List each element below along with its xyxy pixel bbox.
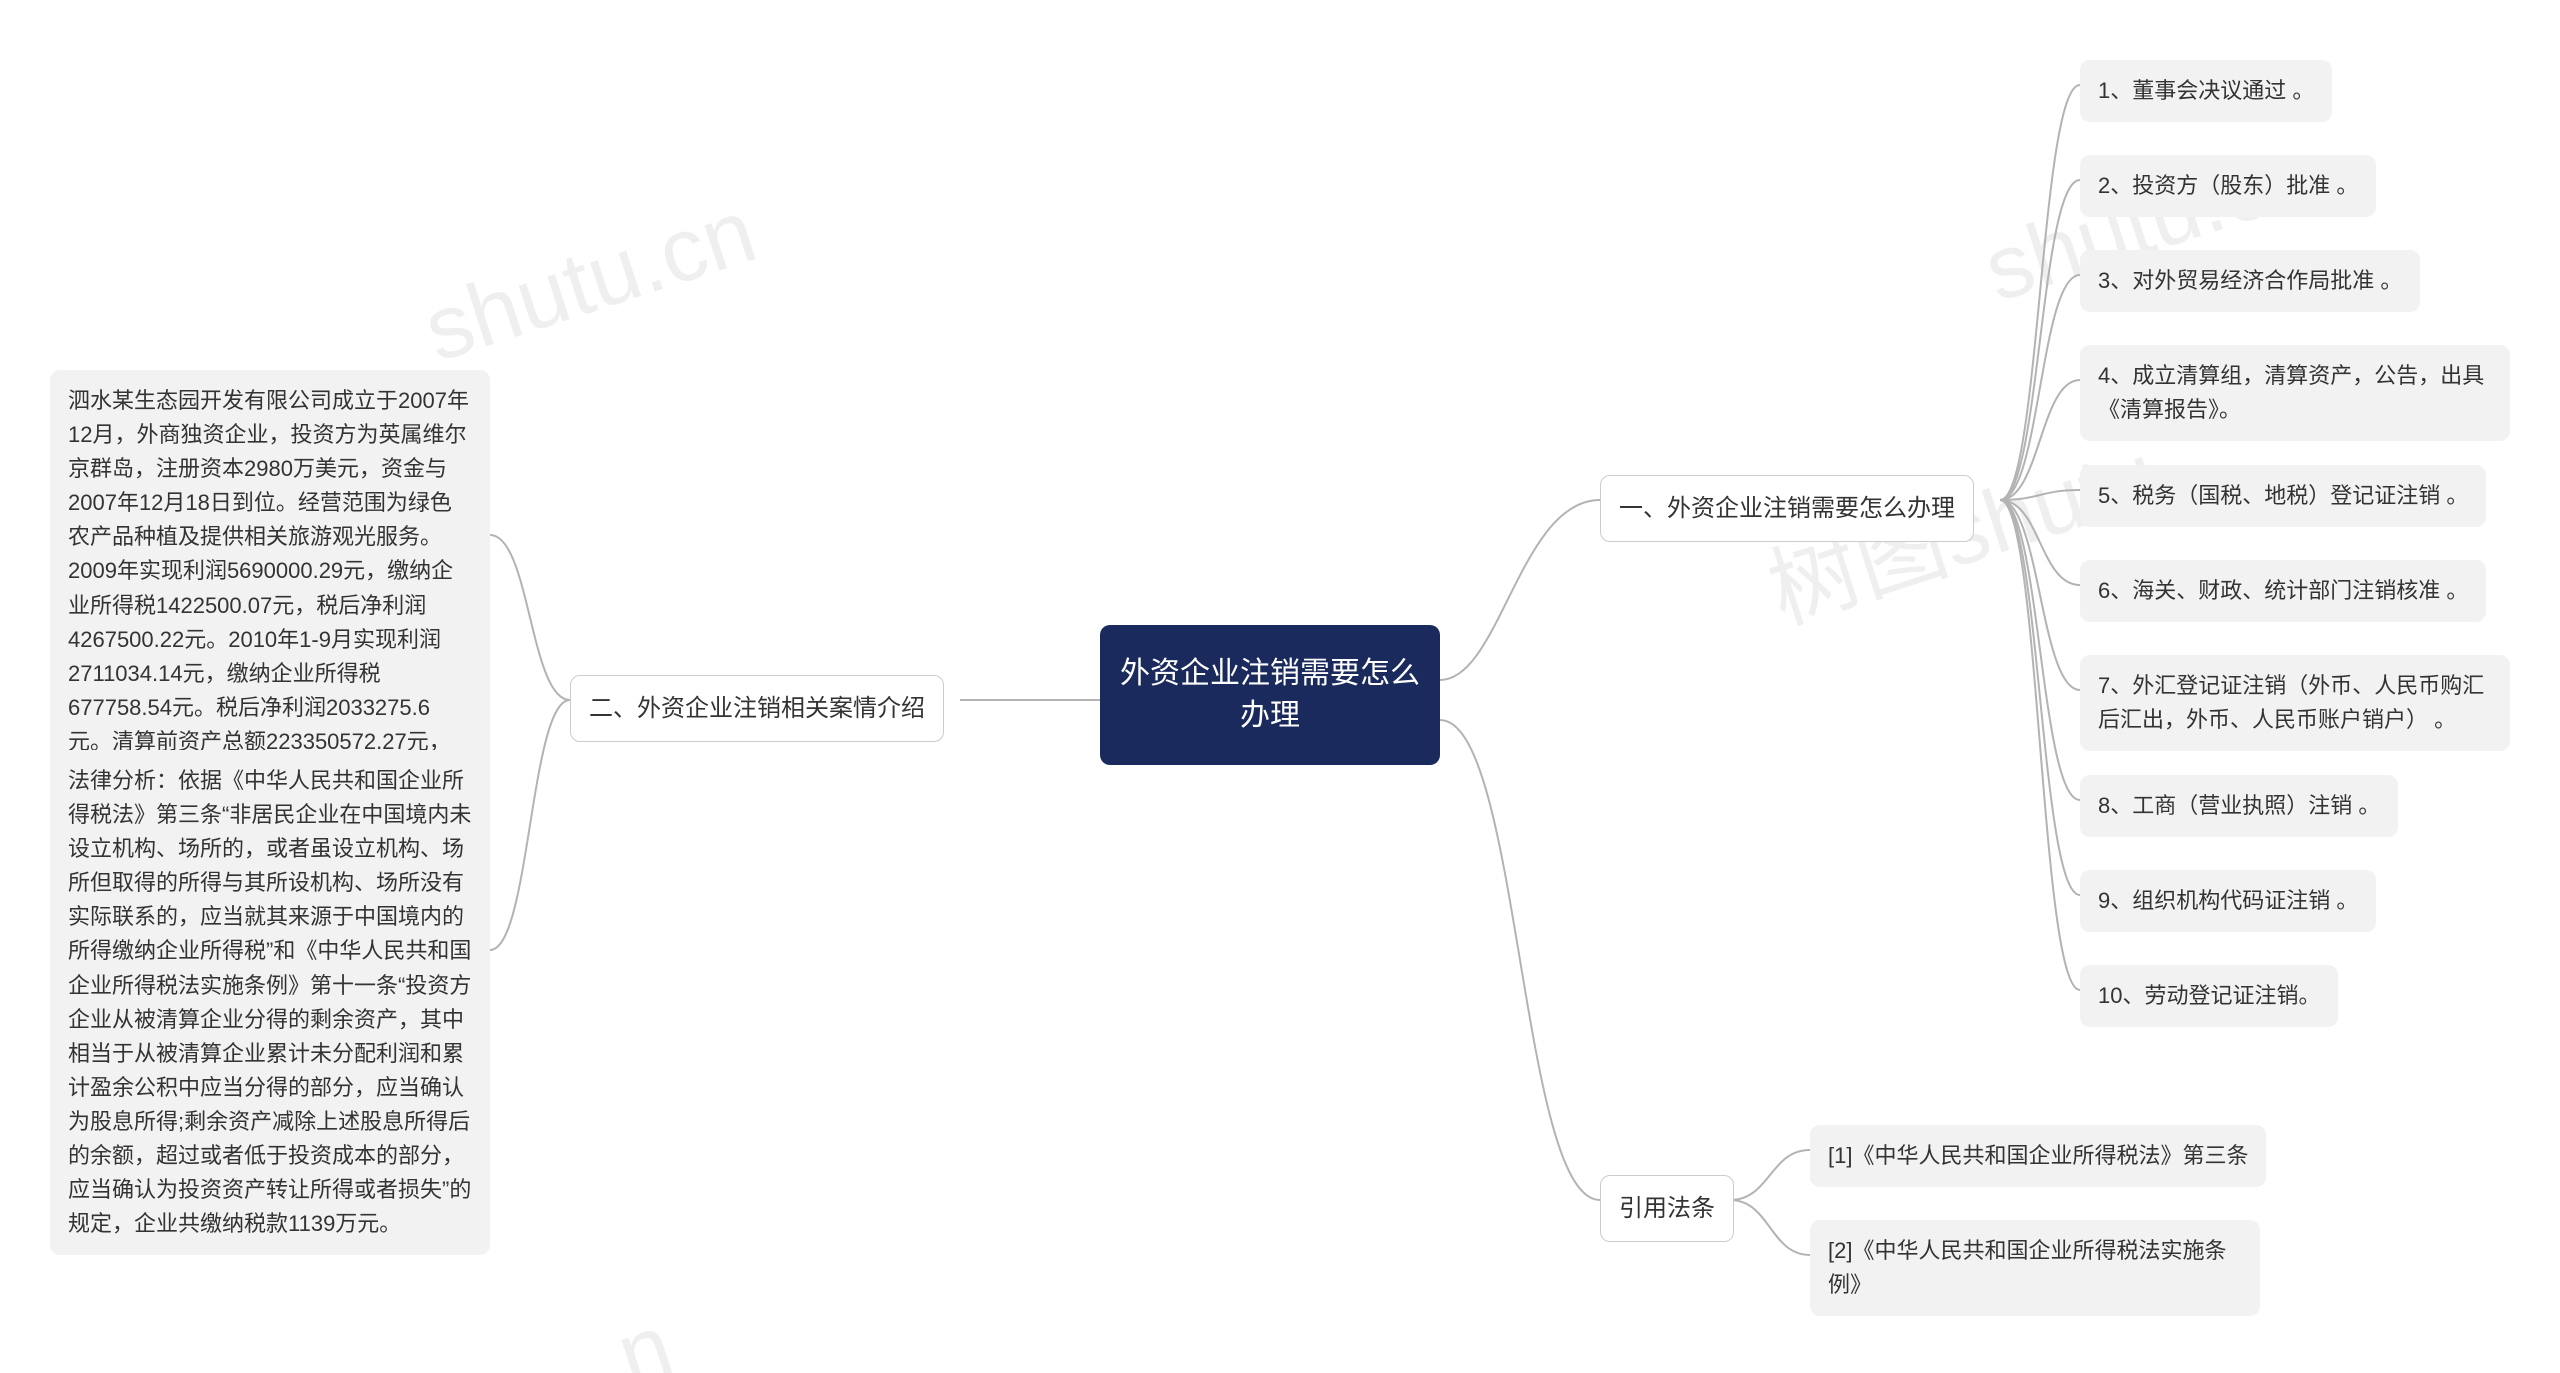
- leaf-text: 法律分析：依据《中华人民共和国企业所得税法》第三条“非居民企业在中国境内未设立机…: [68, 768, 471, 1236]
- leaf-text: 8、工商（营业执照）注销 。: [2098, 793, 2380, 818]
- leaf-step-5: 5、税务（国税、地税）登记证注销 。: [2080, 465, 2486, 527]
- leaf-step-3: 3、对外贸易经济合作局批准 。: [2080, 250, 2420, 312]
- leaf-step-9: 9、组织机构代码证注销 。: [2080, 870, 2376, 932]
- branch-section-1: 一、外资企业注销需要怎么办理: [1600, 475, 1974, 542]
- leaf-text: 3、对外贸易经济合作局批准 。: [2098, 268, 2402, 293]
- branch-label: 一、外资企业注销需要怎么办理: [1619, 495, 1955, 522]
- leaf-text: 4、成立清算组，清算资产，公告，出具《清算报告》。: [2098, 363, 2484, 422]
- root-text: 外资企业注销需要怎么办理: [1120, 657, 1420, 732]
- leaf-step-6: 6、海关、财政、统计部门注销核准 。: [2080, 560, 2486, 622]
- branch-section-2: 二、外资企业注销相关案情介绍: [570, 675, 944, 742]
- watermark: shutu.cn: [412, 180, 767, 383]
- leaf-text: 1、董事会决议通过 。: [2098, 78, 2314, 103]
- leaf-text: 2、投资方（股东）批准 。: [2098, 173, 2358, 198]
- leaf-step-1: 1、董事会决议通过 。: [2080, 60, 2332, 122]
- leaf-text: 10、劳动登记证注销。: [2098, 983, 2320, 1008]
- branch-citations: 引用法条: [1600, 1175, 1734, 1242]
- leaf-legal-analysis: 法律分析：依据《中华人民共和国企业所得税法》第三条“非居民企业在中国境内未设立机…: [50, 750, 490, 1255]
- leaf-case-background: 泗水某生态园开发有限公司成立于2007年12月，外商独资企业，投资方为英属维尔京…: [50, 370, 490, 807]
- leaf-text: 6、海关、财政、统计部门注销核准 。: [2098, 578, 2468, 603]
- leaf-text: 泗水某生态园开发有限公司成立于2007年12月，外商独资企业，投资方为英属维尔京…: [68, 388, 469, 788]
- leaf-step-10: 10、劳动登记证注销。: [2080, 965, 2338, 1027]
- leaf-step-2: 2、投资方（股东）批准 。: [2080, 155, 2376, 217]
- leaf-text: [1]《中华人民共和国企业所得税法》第三条: [1828, 1143, 2248, 1168]
- mindmap-root: 外资企业注销需要怎么办理: [1100, 625, 1440, 765]
- leaf-text: 7、外汇登记证注销（外币、人民币购汇后汇出，外币、人民币账户销户） 。: [2098, 673, 2484, 732]
- leaf-citation-2: [2]《中华人民共和国企业所得税法实施条例》: [1810, 1220, 2260, 1316]
- leaf-text: [2]《中华人民共和国企业所得税法实施条例》: [1828, 1238, 2226, 1297]
- leaf-text: 9、组织机构代码证注销 。: [2098, 888, 2358, 913]
- leaf-citation-1: [1]《中华人民共和国企业所得税法》第三条: [1810, 1125, 2266, 1187]
- leaf-step-8: 8、工商（营业执照）注销 。: [2080, 775, 2398, 837]
- watermark: n: [605, 1295, 684, 1373]
- branch-label: 二、外资企业注销相关案情介绍: [589, 695, 925, 722]
- leaf-step-4: 4、成立清算组，清算资产，公告，出具《清算报告》。: [2080, 345, 2510, 441]
- branch-label: 引用法条: [1619, 1195, 1715, 1222]
- leaf-text: 5、税务（国税、地税）登记证注销 。: [2098, 483, 2468, 508]
- leaf-step-7: 7、外汇登记证注销（外币、人民币购汇后汇出，外币、人民币账户销户） 。: [2080, 655, 2510, 751]
